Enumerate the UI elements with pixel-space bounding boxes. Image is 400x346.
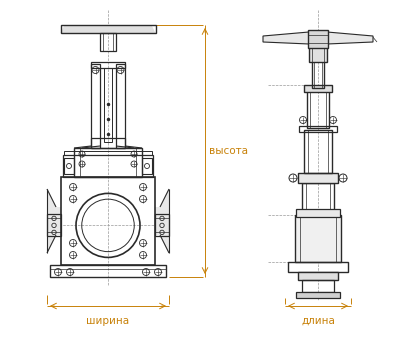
Bar <box>295 215 341 262</box>
Bar <box>302 183 334 215</box>
Bar <box>116 64 125 148</box>
Bar <box>288 262 348 272</box>
Bar <box>64 158 74 174</box>
Bar <box>298 272 338 280</box>
Bar <box>304 85 332 92</box>
Bar <box>307 90 329 128</box>
Bar <box>308 30 328 48</box>
Polygon shape <box>60 25 156 33</box>
Bar <box>298 173 338 183</box>
Bar <box>50 265 166 277</box>
Bar <box>304 130 332 173</box>
Bar <box>63 155 153 177</box>
Bar <box>91 64 100 148</box>
Bar <box>47 215 61 236</box>
Bar <box>155 215 169 236</box>
Bar <box>60 25 156 33</box>
Bar <box>142 158 152 174</box>
Polygon shape <box>263 32 309 44</box>
Bar <box>91 138 125 148</box>
Polygon shape <box>327 32 373 44</box>
Bar <box>64 151 152 155</box>
Bar <box>104 68 112 142</box>
Bar <box>296 292 340 298</box>
Bar <box>91 62 125 68</box>
Bar <box>296 209 340 217</box>
Bar <box>309 44 327 62</box>
Bar <box>74 148 142 177</box>
Polygon shape <box>155 189 169 253</box>
Text: длина: длина <box>301 316 335 326</box>
Polygon shape <box>74 146 100 148</box>
Bar <box>100 33 116 51</box>
Bar <box>302 280 334 292</box>
Text: высота: высота <box>209 146 248 156</box>
Text: ширина: ширина <box>86 316 130 326</box>
Bar <box>299 126 337 132</box>
Polygon shape <box>47 189 61 253</box>
Bar <box>312 58 324 88</box>
Polygon shape <box>116 146 142 148</box>
Bar <box>61 177 155 265</box>
